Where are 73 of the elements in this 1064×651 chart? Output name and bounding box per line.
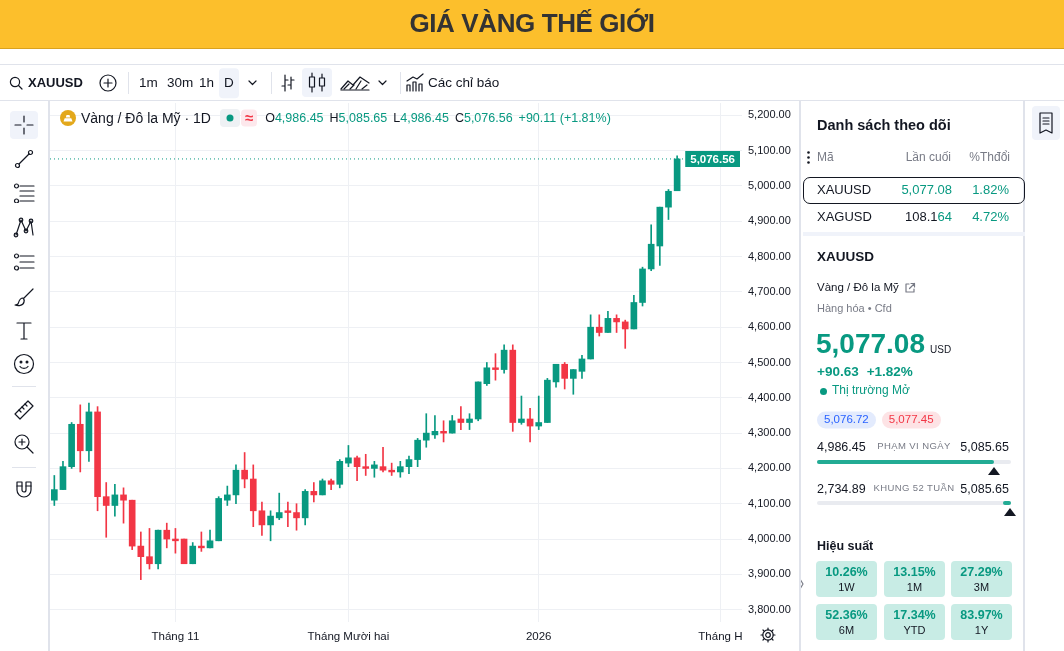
ref-line-label: 5,076.56 <box>690 152 735 165</box>
text: 2,734.89 <box>817 481 866 497</box>
text: 5,076.72 <box>817 411 876 429</box>
text: 10.26% <box>825 564 868 580</box>
y-tick-label: 4,400.00 <box>748 390 791 403</box>
text: 4,986.45 <box>817 439 866 455</box>
y-tick-label: 4,700.00 <box>748 284 791 297</box>
text: 27.29% <box>960 564 1003 580</box>
y-tick-label: 3,900.00 <box>748 567 791 580</box>
text: 5,085.65 <box>960 481 1009 497</box>
text: 1W <box>838 580 855 594</box>
annotation: C5,076.56 <box>454 110 513 125</box>
text: Lần cuối <box>905 150 951 165</box>
text: 83.97% <box>960 607 1003 623</box>
text: PHẠM VI NGÀY <box>877 439 951 452</box>
annotation: ≈ <box>240 109 258 127</box>
text: Hàng hóa • Cfd <box>817 301 892 315</box>
text: 13.15% <box>893 564 936 580</box>
text: Danh sách theo dõi <box>817 116 951 134</box>
text: 5,077.08 <box>901 181 952 198</box>
x-tick-label: Tháng H <box>698 630 743 643</box>
text: 1Y <box>974 623 989 637</box>
y-tick-label: 5,100.00 <box>748 143 791 156</box>
y-tick-label: 4,900.00 <box>748 214 791 227</box>
x-tick-label: Tháng 11 <box>151 630 200 643</box>
annotation: H5,085.65 <box>329 110 388 125</box>
x-tick-label: 2026 <box>525 630 552 643</box>
text: 5,077.08 <box>816 327 925 361</box>
text: XAUUSD <box>817 249 875 265</box>
y-tick-label: 4,300.00 <box>748 426 791 439</box>
text: 5,077.45 <box>881 411 941 429</box>
y-tick-label: 4,100.00 <box>748 496 791 509</box>
annotation: O4,986.45 <box>265 110 324 125</box>
text: KHUNG 52 TUẦN <box>873 481 955 494</box>
text: Mã <box>817 150 834 165</box>
y-tick-label: 5,200.00 <box>748 108 791 121</box>
y-tick-label: 4,000.00 <box>748 532 791 545</box>
text: 30m <box>167 75 194 91</box>
text: XAGUSD <box>817 208 872 225</box>
annotation: +90.11 (+1.81%) <box>518 110 611 126</box>
text: 4.72% <box>972 208 1009 225</box>
text: 5,085.65 <box>960 439 1009 455</box>
text: YTD <box>903 623 926 637</box>
text: Các chỉ báo <box>428 75 500 91</box>
text: Thị trường Mở <box>832 383 910 398</box>
text: +90.63 <box>817 364 859 380</box>
text: Vàng / Đô la Mỹ · 1D <box>81 109 211 127</box>
y-tick-label: 4,600.00 <box>748 320 791 333</box>
text: 52.36% <box>825 607 868 623</box>
y-tick-label: 4,200.00 <box>748 461 791 474</box>
y-tick-label: 4,500.00 <box>748 355 791 368</box>
text: 1h <box>199 75 215 91</box>
text: 108.164 <box>904 208 952 224</box>
text: XAUUSD <box>28 74 83 91</box>
text: 1M <box>906 580 923 594</box>
annotation: L4,986.45 <box>393 110 449 125</box>
y-tick-label: 3,800.00 <box>748 602 791 615</box>
text: XAUUSD <box>817 181 872 198</box>
text: 17.34% <box>893 607 936 623</box>
text: USD <box>930 344 952 356</box>
text: 1.82% <box>972 181 1009 198</box>
text: %Thđổi <box>969 150 1010 165</box>
x-tick-label: Tháng Mười hai <box>307 630 390 643</box>
text: Vàng / Đô la Mỹ <box>817 281 899 295</box>
text: Hiệu suất <box>817 538 874 554</box>
text: 3M <box>973 580 990 594</box>
text: 6M <box>838 623 855 637</box>
text: 1m <box>139 75 158 91</box>
text: D <box>219 68 239 98</box>
text: +1.82% <box>866 364 913 380</box>
y-tick-label: 5,000.00 <box>748 179 791 191</box>
y-tick-label: 4,800.00 <box>748 249 791 262</box>
chart-title: GIÁ VÀNG THẾ GIỚI <box>409 8 655 39</box>
